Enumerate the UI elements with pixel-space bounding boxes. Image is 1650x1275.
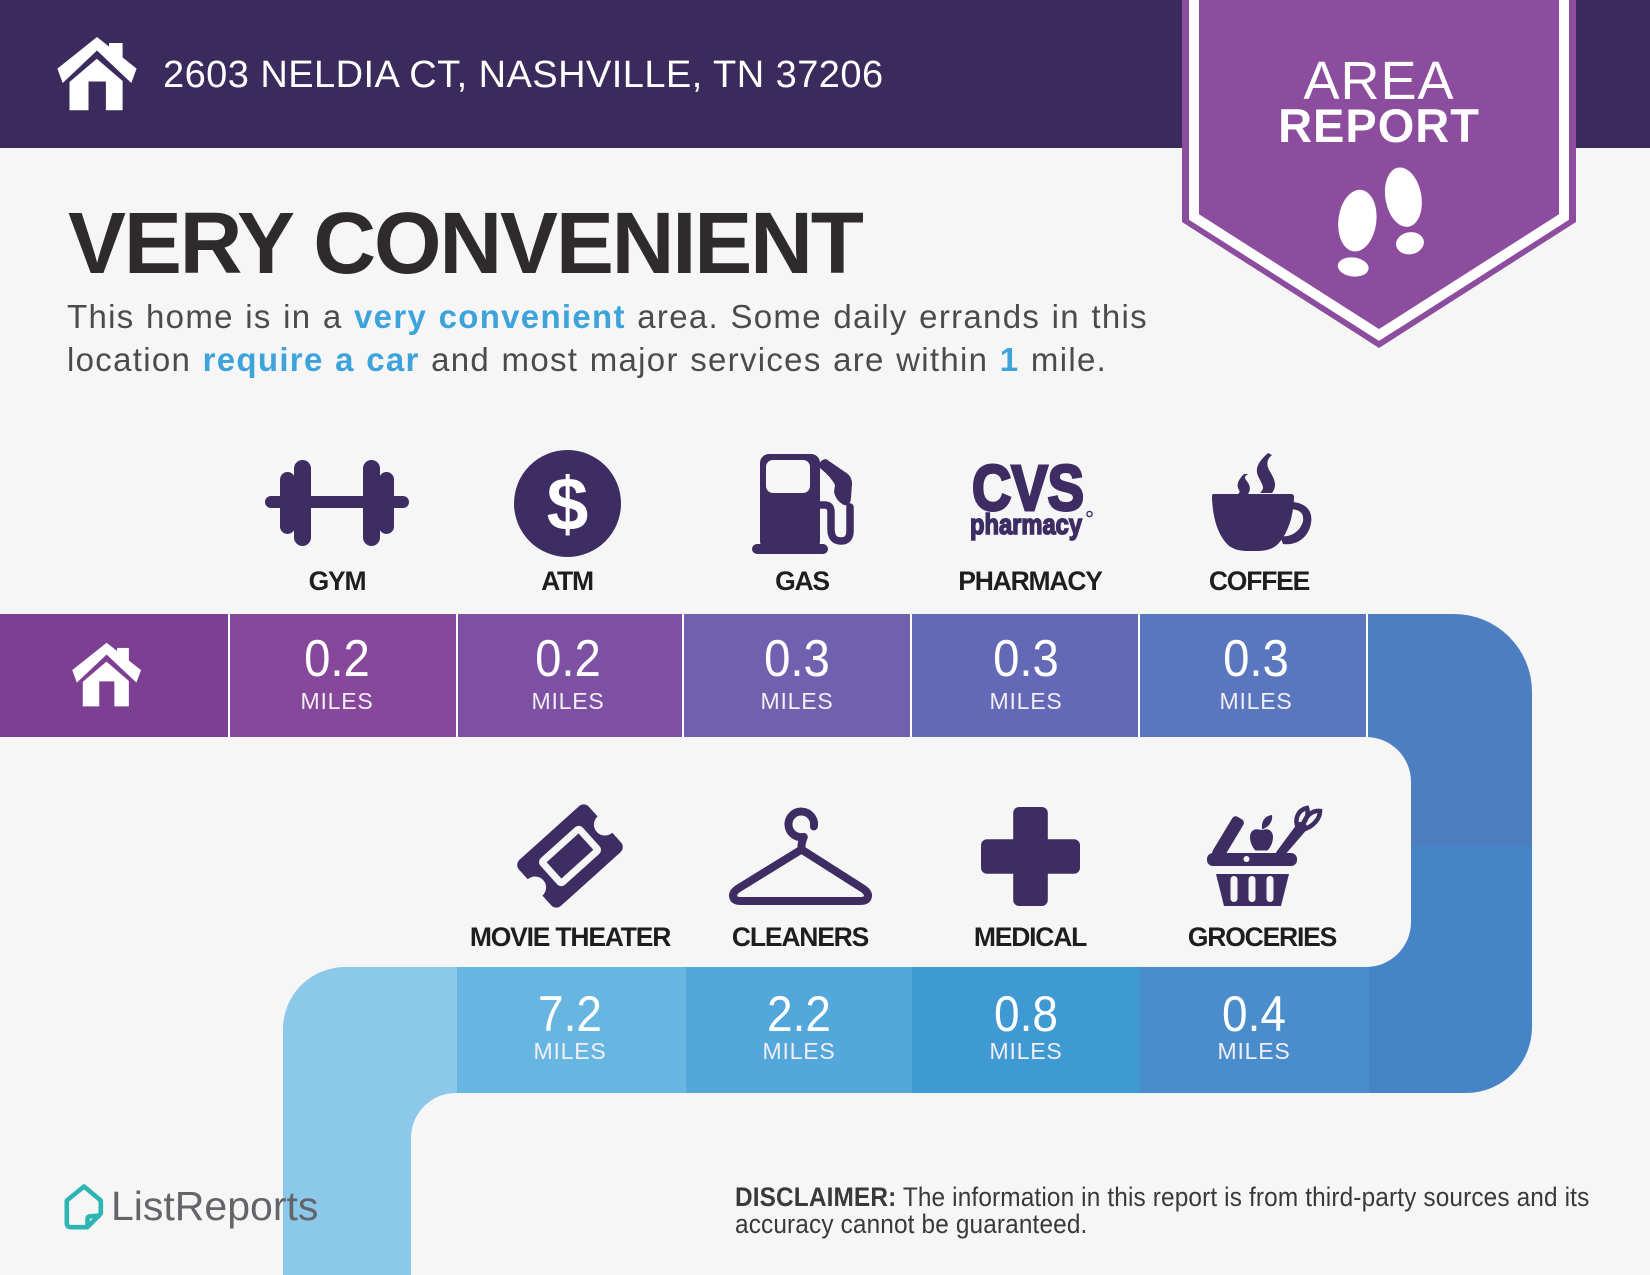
svg-text:pharmacy: pharmacy: [970, 509, 1082, 541]
svg-text:$: $: [547, 462, 589, 546]
svg-text:CVS: CVS: [972, 458, 1084, 524]
svg-text:AREA: AREA: [1303, 51, 1454, 111]
svg-text:REPORT: REPORT: [1278, 99, 1480, 152]
